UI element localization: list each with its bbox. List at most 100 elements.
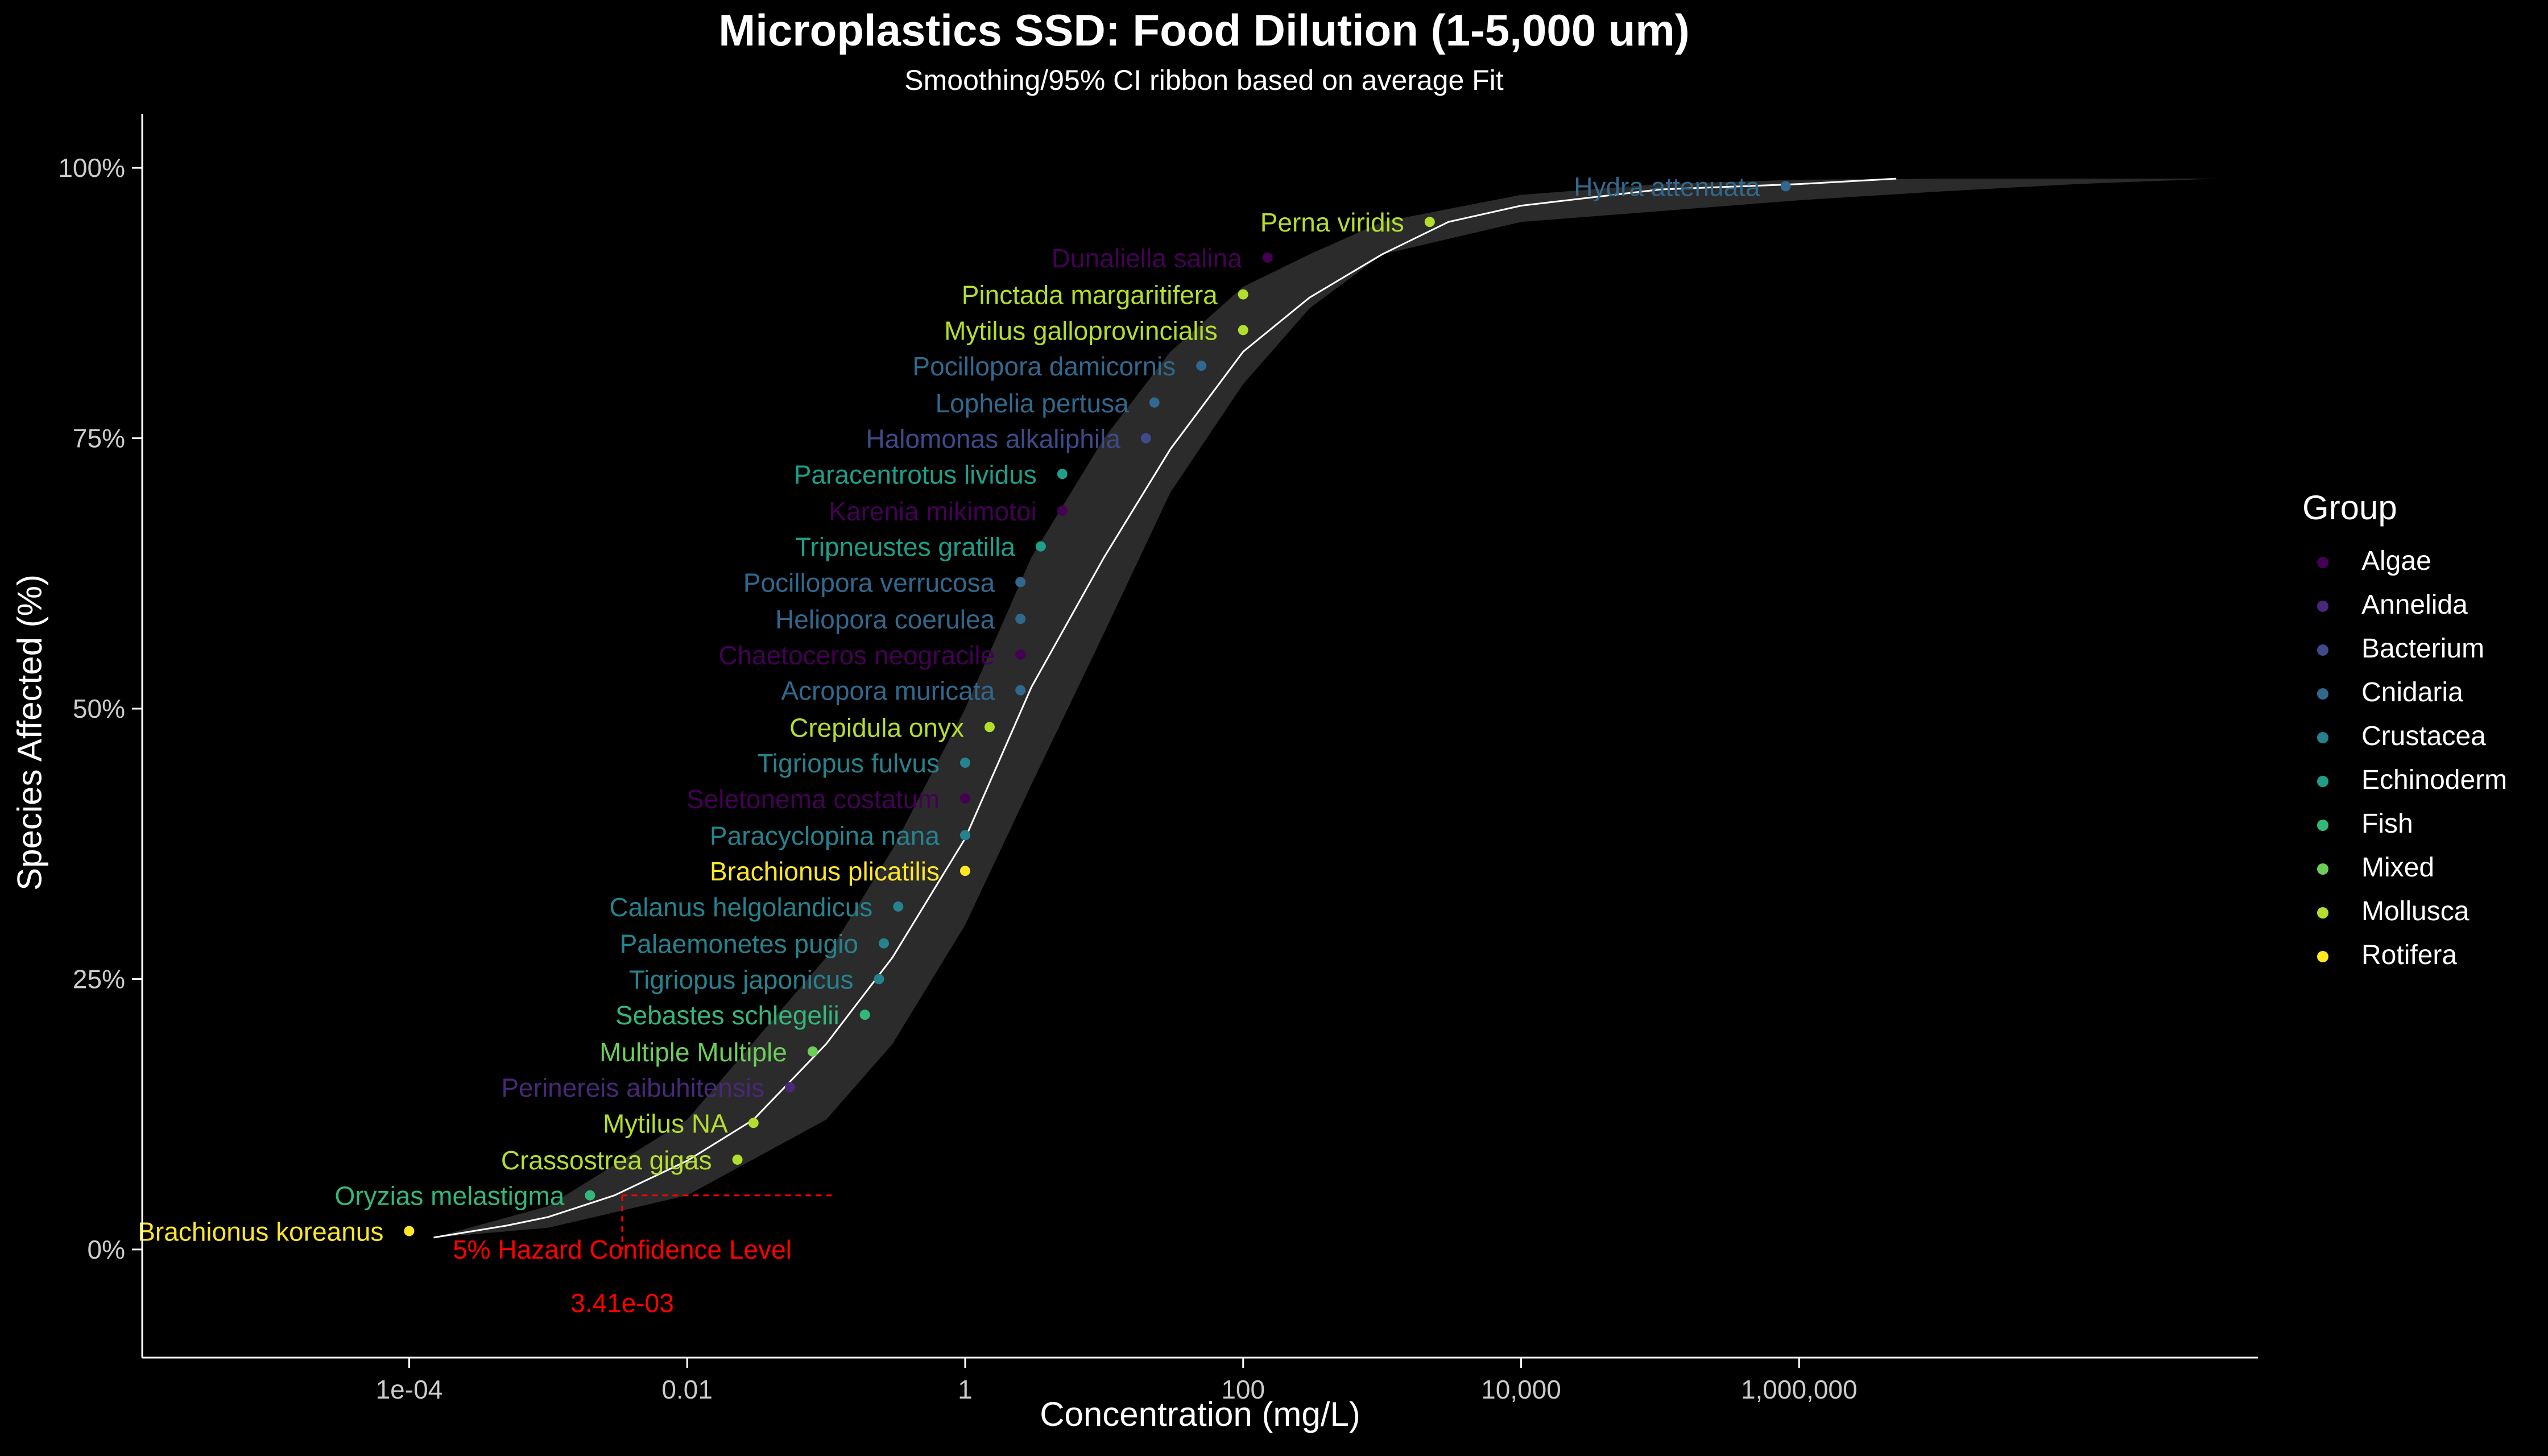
legend-item-mollusca: Mollusca [2302, 892, 2469, 936]
data-point [959, 758, 970, 768]
legend-swatch [2317, 644, 2328, 656]
data-point [1140, 433, 1151, 444]
data-point [1238, 325, 1248, 336]
y-axis-label: Species Affected (%) [10, 574, 49, 891]
legend-item-cnidaria: Cnidaria [2302, 673, 2463, 717]
legend-item-crustacea: Crustacea [2302, 717, 2486, 761]
data-point [1015, 577, 1026, 588]
legend-label: Bacterium [2361, 634, 2485, 664]
point-label: Brachionus koreanus [138, 1217, 383, 1246]
legend-item-annelida: Annelida [2302, 586, 2468, 630]
legend-swatch [2317, 951, 2328, 962]
data-point [585, 1190, 595, 1201]
legend-item-fish: Fish [2302, 805, 2413, 849]
point-label: Heliopora coerulea [775, 605, 995, 634]
legend-label: Crustacea [2361, 721, 2486, 751]
point-label: Chaetoceros neogracile [718, 640, 995, 670]
point-label: Dunaliella salina [1052, 243, 1242, 273]
data-point [1149, 397, 1160, 408]
point-label: Pocillopora verrucosa [743, 568, 995, 597]
point-label: Pinctada margaritifera [962, 280, 1218, 310]
data-point [1780, 181, 1791, 192]
point-label: Calanus helgolandicus [609, 892, 872, 922]
legend-swatch [2317, 688, 2328, 700]
legend-item-mixed: Mixed [2302, 849, 2434, 892]
point-label: Perinereis aibuhitensis [501, 1073, 764, 1103]
legend-label: Mollusca [2361, 896, 2470, 926]
point-label: Oryzias melastigma [334, 1181, 564, 1211]
data-point [807, 1046, 818, 1057]
points-layer: Brachionus koreanus Oryzias melastigma Cra… [138, 172, 1791, 1246]
legend-item-rotifera: Rotifera [2302, 936, 2457, 980]
legend-label: Annelida [2361, 590, 2468, 620]
data-point [859, 1010, 870, 1020]
y-tick-label: 100% [58, 153, 125, 183]
point-label: Halomonas alkaliphila [866, 424, 1120, 454]
chart-subtitle: Smoothing/95% CI ribbon based on average… [904, 64, 1504, 96]
legend-swatch [2317, 820, 2328, 831]
data-point [959, 830, 970, 841]
legend-item-bacterium: Bacterium [2302, 630, 2484, 673]
y-tick-label: 0% [88, 1235, 125, 1264]
x-tick-label: 0.01 [661, 1375, 713, 1404]
chart-title: Microplastics SSD: Food Dilution (1-5,00… [718, 5, 1690, 55]
legend-item-algae: Algae [2302, 542, 2431, 586]
data-point [1424, 217, 1435, 228]
legend-label: Algae [2361, 546, 2431, 576]
data-point [1238, 289, 1248, 300]
point-label: Perna viridis [1260, 208, 1404, 237]
point-label: Sebastes schlegelii [615, 1000, 839, 1030]
data-point [959, 793, 970, 804]
point-label: Karenia mikimotoi [829, 497, 1037, 526]
y-tick-label: 50% [73, 694, 125, 723]
hazard-label: 5% Hazard Confidence Level [453, 1235, 792, 1264]
legend-swatch [2317, 907, 2328, 919]
data-point [785, 1082, 796, 1093]
point-label: Multiple Multiple [599, 1037, 787, 1067]
data-point [1015, 649, 1026, 660]
legend: Group Algae Annelida Bacterium Cnidaria Crus… [2302, 488, 2507, 980]
legend-item-echinoderm: Echinoderm [2302, 761, 2507, 805]
legend-swatch [2317, 776, 2328, 787]
legend-swatch [2317, 557, 2328, 568]
point-label: Mytilus NA [603, 1108, 728, 1138]
point-label: Lophelia pertusa [936, 388, 1130, 418]
point-label: Brachionus plicatilis [710, 857, 940, 886]
legend-label: Rotifera [2361, 940, 2458, 970]
point-label: Mytilus galloprovincialis [944, 316, 1218, 345]
y-tick-label: 75% [73, 424, 125, 453]
data-point [874, 974, 884, 985]
legend-title: Group [2302, 489, 2397, 527]
point-label: Paracentrotus lividus [794, 460, 1037, 489]
data-point [404, 1226, 415, 1236]
x-axis-label: Concentration (mg/L) [1040, 1395, 1360, 1433]
legend-label: Cnidaria [2361, 677, 2463, 708]
data-point [1057, 505, 1068, 516]
data-point [1035, 541, 1046, 552]
legend-swatch [2317, 601, 2328, 612]
data-point [748, 1118, 759, 1128]
point-label: Pocillopora damicornis [912, 351, 1176, 381]
data-point [893, 901, 904, 912]
data-point [1057, 469, 1068, 479]
legend-swatch [2317, 732, 2328, 743]
data-point [1015, 614, 1026, 624]
x-tick-label: 1e-04 [376, 1375, 443, 1404]
point-label: Crassostrea gigas [501, 1145, 712, 1175]
point-label: Tripneustes gratilla [795, 532, 1015, 562]
legend-label: Fish [2361, 809, 2413, 839]
legend-swatch [2317, 863, 2328, 875]
hazard-value: 3.41e-03 [570, 1288, 674, 1318]
data-point [1196, 361, 1207, 371]
axes-layer: 1e-04 0.01 1 100 10,000 1,000,000 0% 25% 50% 75% 1… [58, 114, 2258, 1404]
point-label: Tigriopus japonicus [629, 965, 854, 994]
data-point [984, 722, 995, 733]
x-tick-label: 10,000 [1481, 1375, 1561, 1404]
legend-items: Algae Annelida Bacterium Cnidaria Crustacea E… [2302, 542, 2507, 980]
legend-label: Mixed [2361, 853, 2435, 883]
ci-ribbon [433, 179, 2216, 1238]
data-point [1015, 685, 1026, 696]
point-label: Hydra attenuata [1574, 172, 1760, 201]
data-point [878, 938, 889, 949]
